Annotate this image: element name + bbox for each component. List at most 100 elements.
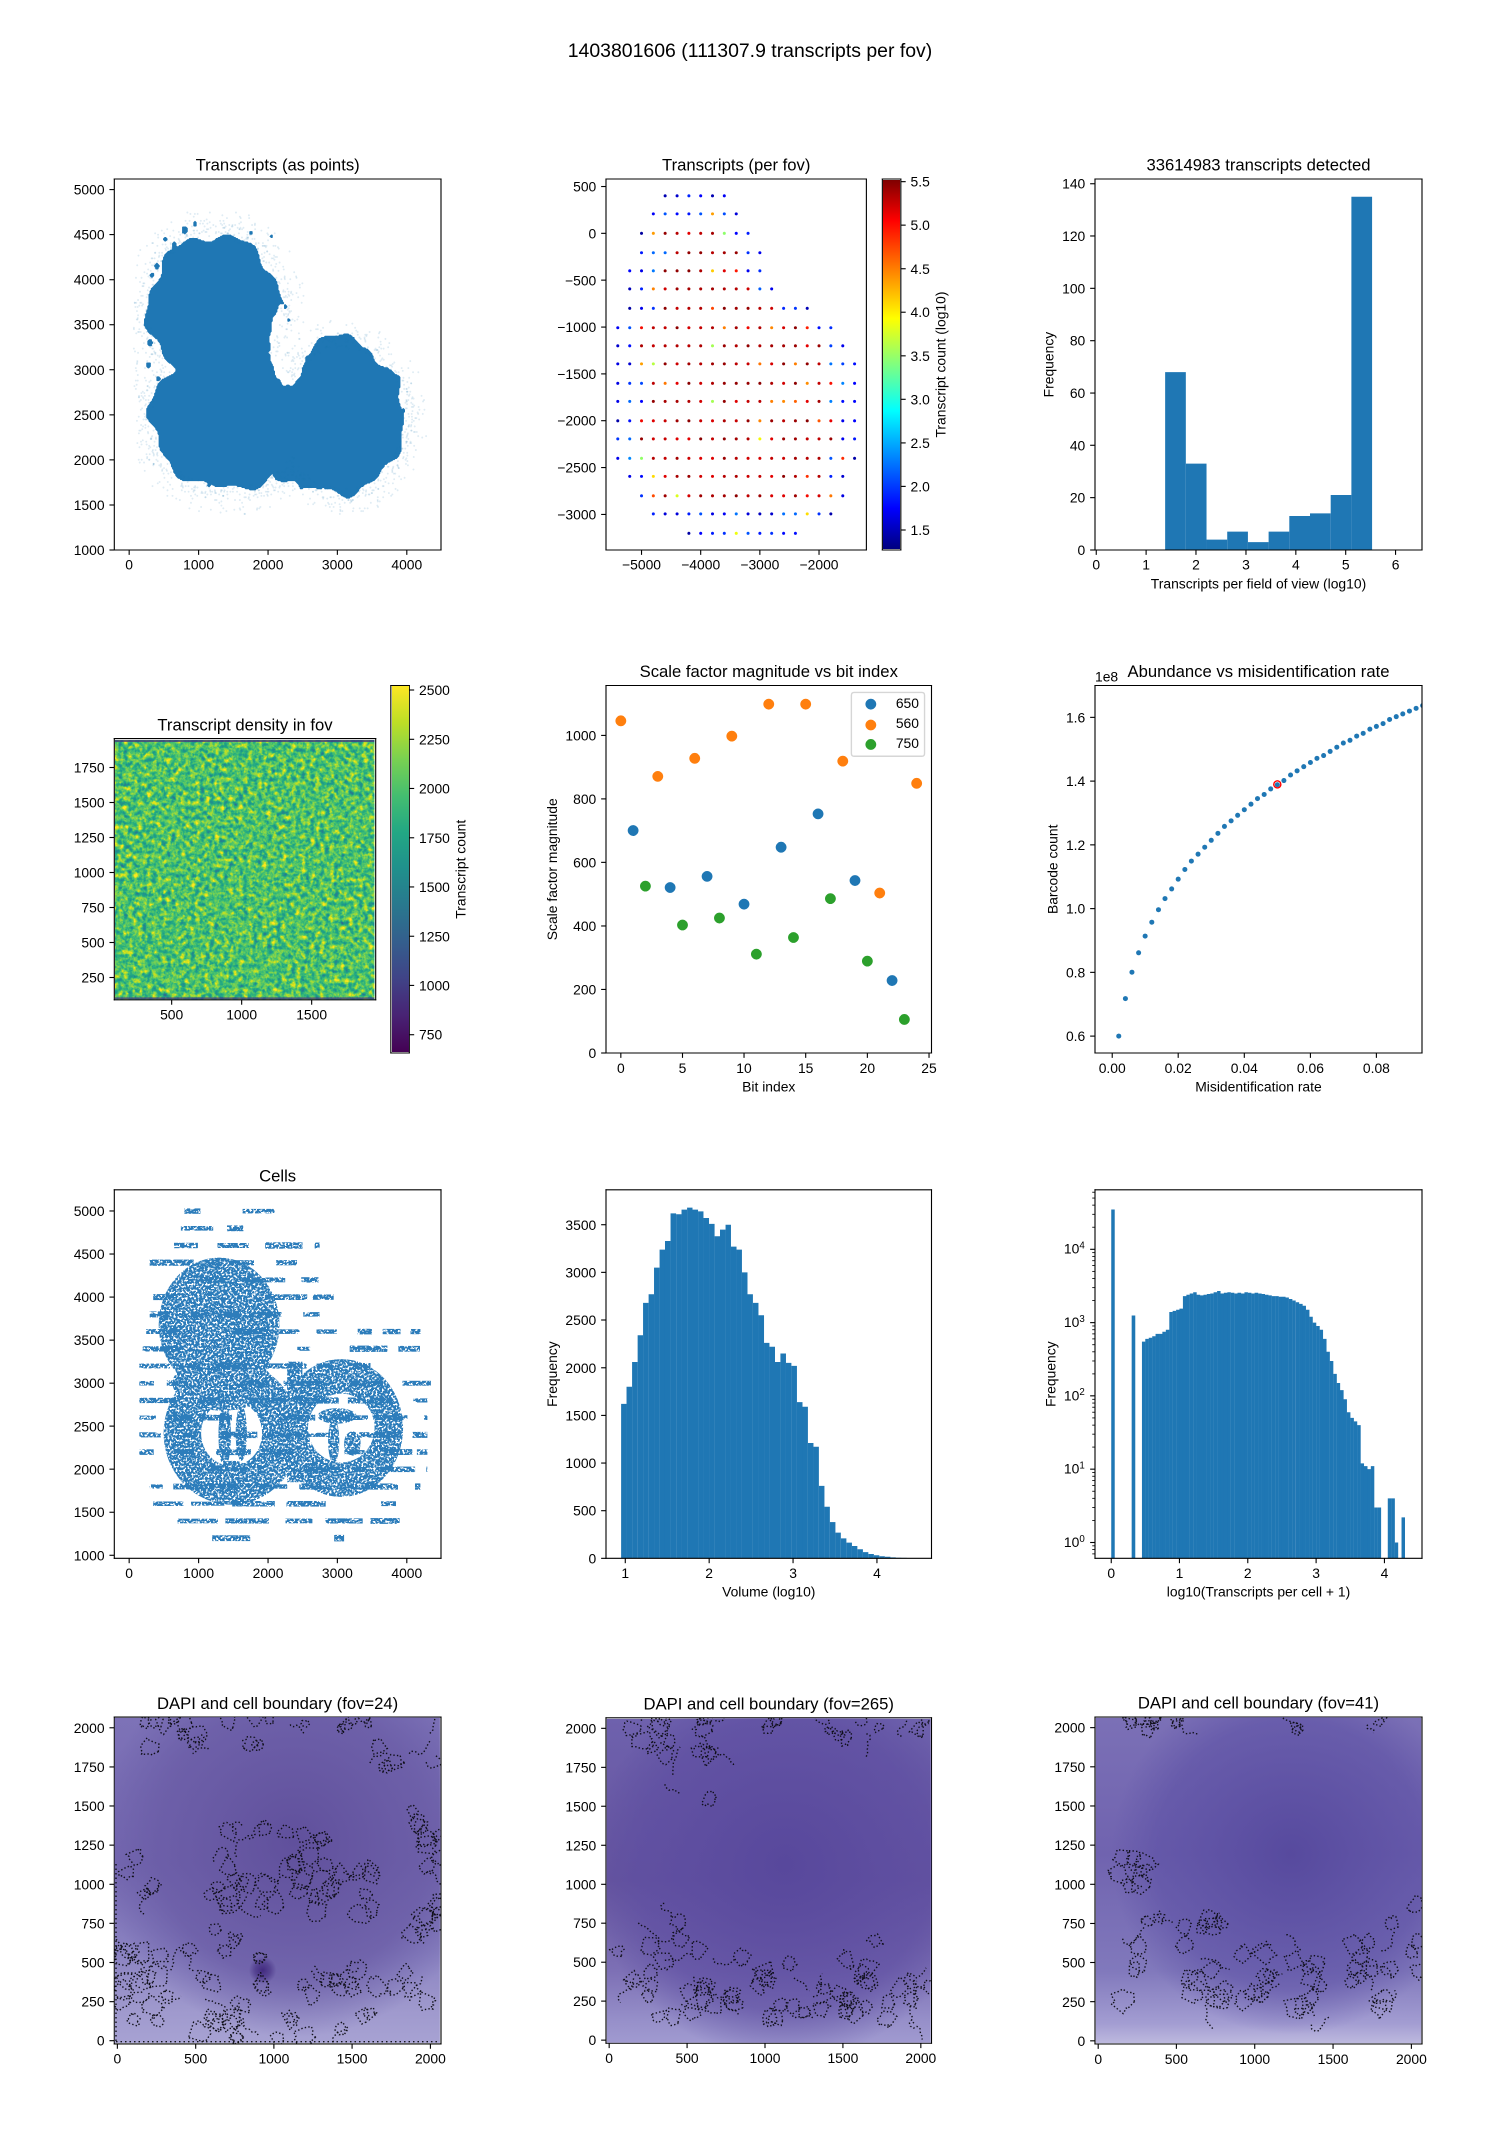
svg-text:Frequency: Frequency — [544, 1341, 560, 1407]
svg-text:2000: 2000 — [565, 1360, 596, 1376]
svg-text:−3000: −3000 — [557, 506, 596, 522]
svg-text:600: 600 — [573, 855, 596, 871]
svg-text:10: 10 — [736, 1060, 752, 1076]
svg-text:0.00: 0.00 — [1099, 1060, 1126, 1076]
svg-text:Barcode count: Barcode count — [1045, 824, 1061, 914]
svg-text:0: 0 — [125, 557, 133, 573]
svg-text:−1000: −1000 — [557, 319, 596, 335]
svg-text:0: 0 — [589, 225, 597, 241]
svg-text:2500: 2500 — [419, 682, 450, 698]
svg-text:2.0: 2.0 — [911, 478, 931, 494]
svg-text:500: 500 — [184, 2051, 207, 2067]
svg-text:250: 250 — [81, 970, 104, 986]
svg-text:Cells: Cells — [259, 1167, 296, 1186]
svg-text:1500: 1500 — [827, 2050, 858, 2066]
svg-text:750: 750 — [81, 900, 104, 916]
svg-text:5000: 5000 — [74, 1203, 105, 1219]
svg-text:−1500: −1500 — [557, 366, 596, 382]
svg-text:Transcript density in fov: Transcript density in fov — [157, 715, 333, 734]
svg-text:4500: 4500 — [74, 227, 105, 243]
svg-text:120: 120 — [1062, 228, 1085, 244]
svg-text:4: 4 — [873, 1565, 881, 1581]
svg-text:1.5: 1.5 — [911, 522, 931, 538]
svg-text:20: 20 — [1070, 490, 1086, 506]
svg-text:1000: 1000 — [74, 865, 105, 881]
svg-text:0: 0 — [589, 2032, 597, 2048]
svg-text:3000: 3000 — [322, 1565, 353, 1581]
svg-text:Scale factor magnitude vs bit: Scale factor magnitude vs bit index — [640, 662, 899, 681]
svg-text:1750: 1750 — [1054, 1759, 1085, 1775]
svg-text:Volume (log10): Volume (log10) — [722, 1584, 815, 1600]
svg-text:1500: 1500 — [74, 795, 105, 811]
svg-text:4000: 4000 — [74, 1289, 105, 1305]
svg-text:3000: 3000 — [322, 557, 353, 573]
svg-text:750: 750 — [573, 1915, 596, 1931]
svg-text:3500: 3500 — [565, 1217, 596, 1233]
svg-text:3000: 3000 — [565, 1264, 596, 1280]
svg-text:560: 560 — [896, 715, 919, 731]
svg-text:3: 3 — [1312, 1565, 1320, 1581]
svg-text:1 0 4: 1 0 4 — [1064, 1228, 1135, 1259]
svg-text:1000: 1000 — [750, 2050, 781, 2066]
svg-text:3.5: 3.5 — [911, 348, 931, 364]
svg-text:1500: 1500 — [296, 1007, 327, 1023]
svg-text:1.0: 1.0 — [1066, 901, 1086, 917]
svg-text:100: 100 — [1062, 280, 1085, 296]
svg-text:60: 60 — [1070, 385, 1086, 401]
svg-text:3000: 3000 — [74, 1375, 105, 1391]
svg-text:140: 140 — [1062, 176, 1085, 192]
svg-text:1000: 1000 — [183, 557, 214, 573]
svg-text:1 0 1: 1 0 1 — [1064, 1448, 1135, 1479]
svg-text:DAPI and cell boundary (fov=26: DAPI and cell boundary (fov=265) — [644, 1694, 894, 1713]
svg-text:40: 40 — [1070, 437, 1086, 453]
svg-text:−500: −500 — [565, 272, 597, 288]
svg-text:−2500: −2500 — [557, 460, 596, 476]
svg-text:4.0: 4.0 — [911, 304, 931, 320]
svg-text:1250: 1250 — [74, 1837, 105, 1853]
svg-text:800: 800 — [573, 791, 596, 807]
svg-text:−4000: −4000 — [681, 557, 720, 573]
svg-text:1500: 1500 — [565, 1798, 596, 1814]
svg-text:0: 0 — [1092, 557, 1100, 573]
svg-text:−2000: −2000 — [557, 413, 596, 429]
svg-text:750: 750 — [1062, 1915, 1085, 1931]
svg-text:250: 250 — [573, 1993, 596, 2009]
svg-text:0: 0 — [589, 1045, 597, 1061]
svg-text:1.6: 1.6 — [1066, 709, 1086, 725]
svg-text:1000: 1000 — [74, 542, 105, 558]
svg-text:1000: 1000 — [226, 1007, 257, 1023]
svg-text:1: 1 — [621, 1565, 629, 1581]
svg-text:1500: 1500 — [565, 1407, 596, 1423]
svg-text:2500: 2500 — [565, 1312, 596, 1328]
svg-text:Scale factor magnitude: Scale factor magnitude — [544, 798, 560, 940]
svg-text:log10(Transcripts per cell + 1: log10(Transcripts per cell + 1) — [1167, 1584, 1350, 1600]
svg-text:0.02: 0.02 — [1165, 1060, 1192, 1076]
svg-text:Transcript count (log10): Transcript count (log10) — [932, 292, 948, 438]
svg-text:2000: 2000 — [565, 1720, 596, 1736]
svg-text:1250: 1250 — [419, 928, 450, 944]
svg-text:250: 250 — [81, 1994, 104, 2010]
svg-text:250: 250 — [1062, 1994, 1085, 2010]
svg-text:1000: 1000 — [565, 1455, 596, 1471]
svg-text:1000: 1000 — [565, 1876, 596, 1892]
svg-text:Transcripts (per fov): Transcripts (per fov) — [662, 156, 810, 175]
svg-text:1500: 1500 — [1054, 1798, 1085, 1814]
svg-text:Bit index: Bit index — [742, 1078, 795, 1094]
svg-text:1250: 1250 — [1054, 1837, 1085, 1853]
svg-text:1e8: 1e8 — [1095, 668, 1118, 684]
svg-text:500: 500 — [573, 1954, 596, 1970]
svg-text:Frequency: Frequency — [1043, 1341, 1059, 1407]
svg-text:1000: 1000 — [74, 1876, 105, 1892]
svg-text:Abundance vs misidentification: Abundance vs misidentification rate — [1127, 662, 1389, 681]
svg-text:500: 500 — [573, 179, 596, 195]
svg-text:4: 4 — [1292, 557, 1300, 573]
svg-text:Transcripts per field of view: Transcripts per field of view (log10) — [1151, 575, 1366, 591]
svg-text:4: 4 — [1381, 1565, 1389, 1581]
svg-text:500: 500 — [1165, 2051, 1188, 2067]
svg-text:33614983 transcripts detected: 33614983 transcripts detected — [1146, 156, 1370, 175]
svg-text:0: 0 — [1094, 2051, 1102, 2067]
svg-text:3: 3 — [789, 1565, 797, 1581]
svg-text:3.0: 3.0 — [911, 391, 931, 407]
svg-text:1000: 1000 — [1239, 2051, 1270, 2067]
svg-text:1000: 1000 — [565, 727, 596, 743]
